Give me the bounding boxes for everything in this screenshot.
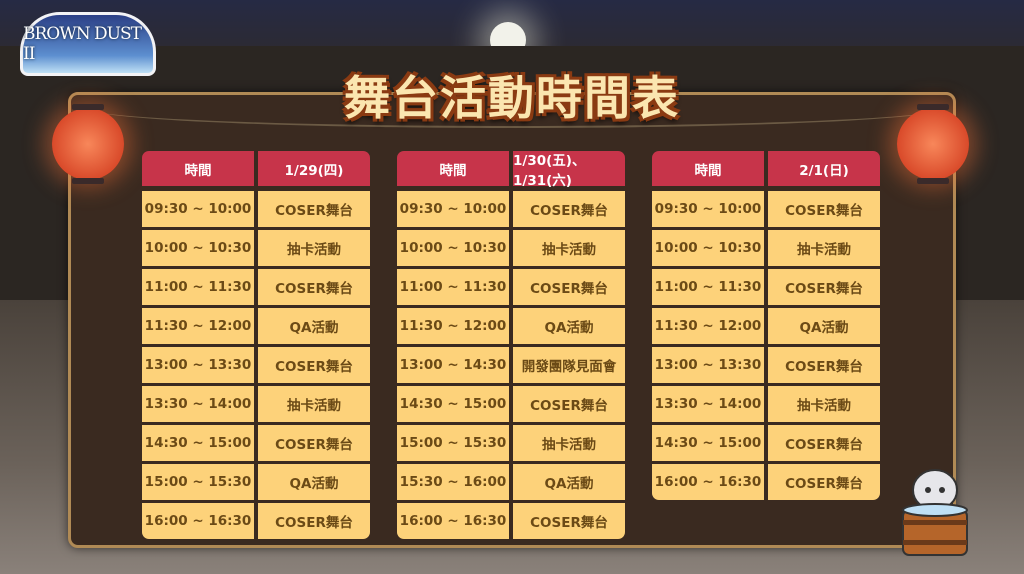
time-cell: 15:00 ~ 15:30 <box>142 464 254 500</box>
time-cell: 10:00 ~ 10:30 <box>397 230 509 266</box>
event-cell: QA活動 <box>258 308 370 344</box>
lantern-right-icon <box>897 104 969 184</box>
time-cell: 10:00 ~ 10:30 <box>142 230 254 266</box>
table-row: 09:30 ~ 10:00 COSER舞台 <box>652 191 880 227</box>
time-cell: 16:00 ~ 16:30 <box>652 464 764 500</box>
event-cell: COSER舞台 <box>513 269 625 305</box>
time-cell: 09:30 ~ 10:00 <box>397 191 509 227</box>
event-cell: COSER舞台 <box>768 191 880 227</box>
table-row: 15:00 ~ 15:30 QA活動 <box>142 464 370 500</box>
table-row: 14:30 ~ 15:00 COSER舞台 <box>142 425 370 461</box>
time-cell: 10:00 ~ 10:30 <box>652 230 764 266</box>
date-header: 2/1(日) <box>768 151 880 186</box>
schedule-table-2: 時間 1/30(五)、1/31(六) 09:30 ~ 10:00 COSER舞台 10:… <box>397 151 625 542</box>
time-cell: 14:30 ~ 15:00 <box>652 425 764 461</box>
schedule-table-1: 時間 1/29(四) 09:30 ~ 10:00 COSER舞台 10:00 ~ 10:… <box>142 151 370 542</box>
table-row: 13:00 ~ 14:30 開發團隊見面會 <box>397 347 625 383</box>
event-cell: COSER舞台 <box>258 347 370 383</box>
mascot-bathtub-icon <box>902 469 968 556</box>
time-cell: 09:30 ~ 10:00 <box>142 191 254 227</box>
time-header: 時間 <box>142 151 254 186</box>
event-cell: COSER舞台 <box>258 191 370 227</box>
time-cell: 13:00 ~ 14:30 <box>397 347 509 383</box>
table-row: 15:30 ~ 16:00 QA活動 <box>397 464 625 500</box>
time-cell: 13:00 ~ 13:30 <box>142 347 254 383</box>
table-row: 09:30 ~ 10:00 COSER舞台 <box>142 191 370 227</box>
date-header: 1/29(四) <box>258 151 370 186</box>
event-cell: 抽卡活動 <box>768 230 880 266</box>
event-cell: COSER舞台 <box>768 425 880 461</box>
brown-dust-logo: BROWN DUST II <box>20 12 156 76</box>
table-row: 11:00 ~ 11:30 COSER舞台 <box>652 269 880 305</box>
lantern-rope <box>85 88 945 128</box>
time-cell: 16:00 ~ 16:30 <box>397 503 509 539</box>
table-row: 13:30 ~ 14:00 抽卡活動 <box>142 386 370 422</box>
event-cell: QA活動 <box>768 308 880 344</box>
event-cell: 抽卡活動 <box>513 230 625 266</box>
time-header: 時間 <box>652 151 764 186</box>
event-cell: 抽卡活動 <box>258 386 370 422</box>
time-cell: 13:30 ~ 14:00 <box>142 386 254 422</box>
time-cell: 15:00 ~ 15:30 <box>397 425 509 461</box>
time-cell: 11:00 ~ 11:30 <box>652 269 764 305</box>
table-row: 10:00 ~ 10:30 抽卡活動 <box>652 230 880 266</box>
time-cell: 14:30 ~ 15:00 <box>142 425 254 461</box>
time-cell: 14:30 ~ 15:00 <box>397 386 509 422</box>
time-cell: 11:00 ~ 11:30 <box>142 269 254 305</box>
time-cell: 16:00 ~ 16:30 <box>142 503 254 539</box>
table-row: 14:30 ~ 15:00 COSER舞台 <box>652 425 880 461</box>
date-header: 1/30(五)、1/31(六) <box>513 151 625 189</box>
time-cell: 11:30 ~ 12:00 <box>397 308 509 344</box>
table-row: 16:00 ~ 16:30 COSER舞台 <box>397 503 625 539</box>
event-cell: 抽卡活動 <box>768 386 880 422</box>
table-row: 11:00 ~ 11:30 COSER舞台 <box>142 269 370 305</box>
event-cell: 開發團隊見面會 <box>513 347 625 383</box>
event-cell: QA活動 <box>513 464 625 500</box>
table-row: 15:00 ~ 15:30 抽卡活動 <box>397 425 625 461</box>
time-cell: 11:30 ~ 12:00 <box>652 308 764 344</box>
event-cell: COSER舞台 <box>513 386 625 422</box>
event-cell: COSER舞台 <box>258 269 370 305</box>
event-cell: COSER舞台 <box>513 503 625 539</box>
event-cell: 抽卡活動 <box>258 230 370 266</box>
event-cell: COSER舞台 <box>258 425 370 461</box>
event-cell: QA活動 <box>258 464 370 500</box>
time-cell: 11:00 ~ 11:30 <box>397 269 509 305</box>
event-cell: COSER舞台 <box>768 464 880 500</box>
event-cell: COSER舞台 <box>768 269 880 305</box>
table-header: 時間 2/1(日) <box>652 151 880 187</box>
table-row: 11:00 ~ 11:30 COSER舞台 <box>397 269 625 305</box>
table-row: 16:00 ~ 16:30 COSER舞台 <box>142 503 370 539</box>
time-cell: 13:00 ~ 13:30 <box>652 347 764 383</box>
table-row: 11:30 ~ 12:00 QA活動 <box>397 308 625 344</box>
table-row: 16:00 ~ 16:30 COSER舞台 <box>652 464 880 500</box>
lantern-left-icon <box>52 104 124 184</box>
table-row: 10:00 ~ 10:30 抽卡活動 <box>142 230 370 266</box>
event-cell: COSER舞台 <box>513 191 625 227</box>
schedule-table-3: 時間 2/1(日) 09:30 ~ 10:00 COSER舞台 10:00 ~ 10:3… <box>652 151 880 503</box>
table-row: 13:00 ~ 13:30 COSER舞台 <box>142 347 370 383</box>
time-cell: 13:30 ~ 14:00 <box>652 386 764 422</box>
table-row: 13:30 ~ 14:00 抽卡活動 <box>652 386 880 422</box>
table-row: 13:00 ~ 13:30 COSER舞台 <box>652 347 880 383</box>
time-cell: 11:30 ~ 12:00 <box>142 308 254 344</box>
table-header: 時間 1/29(四) <box>142 151 370 187</box>
table-row: 14:30 ~ 15:00 COSER舞台 <box>397 386 625 422</box>
event-cell: COSER舞台 <box>258 503 370 539</box>
event-cell: QA活動 <box>513 308 625 344</box>
table-row: 09:30 ~ 10:00 COSER舞台 <box>397 191 625 227</box>
time-header: 時間 <box>397 151 509 186</box>
table-row: 10:00 ~ 10:30 抽卡活動 <box>397 230 625 266</box>
table-row: 11:30 ~ 12:00 QA活動 <box>142 308 370 344</box>
time-cell: 15:30 ~ 16:00 <box>397 464 509 500</box>
time-cell: 09:30 ~ 10:00 <box>652 191 764 227</box>
table-header: 時間 1/30(五)、1/31(六) <box>397 151 625 189</box>
page-title: 舞台活動時間表 <box>344 71 680 125</box>
table-row: 11:30 ~ 12:00 QA活動 <box>652 308 880 344</box>
event-cell: 抽卡活動 <box>513 425 625 461</box>
event-cell: COSER舞台 <box>768 347 880 383</box>
